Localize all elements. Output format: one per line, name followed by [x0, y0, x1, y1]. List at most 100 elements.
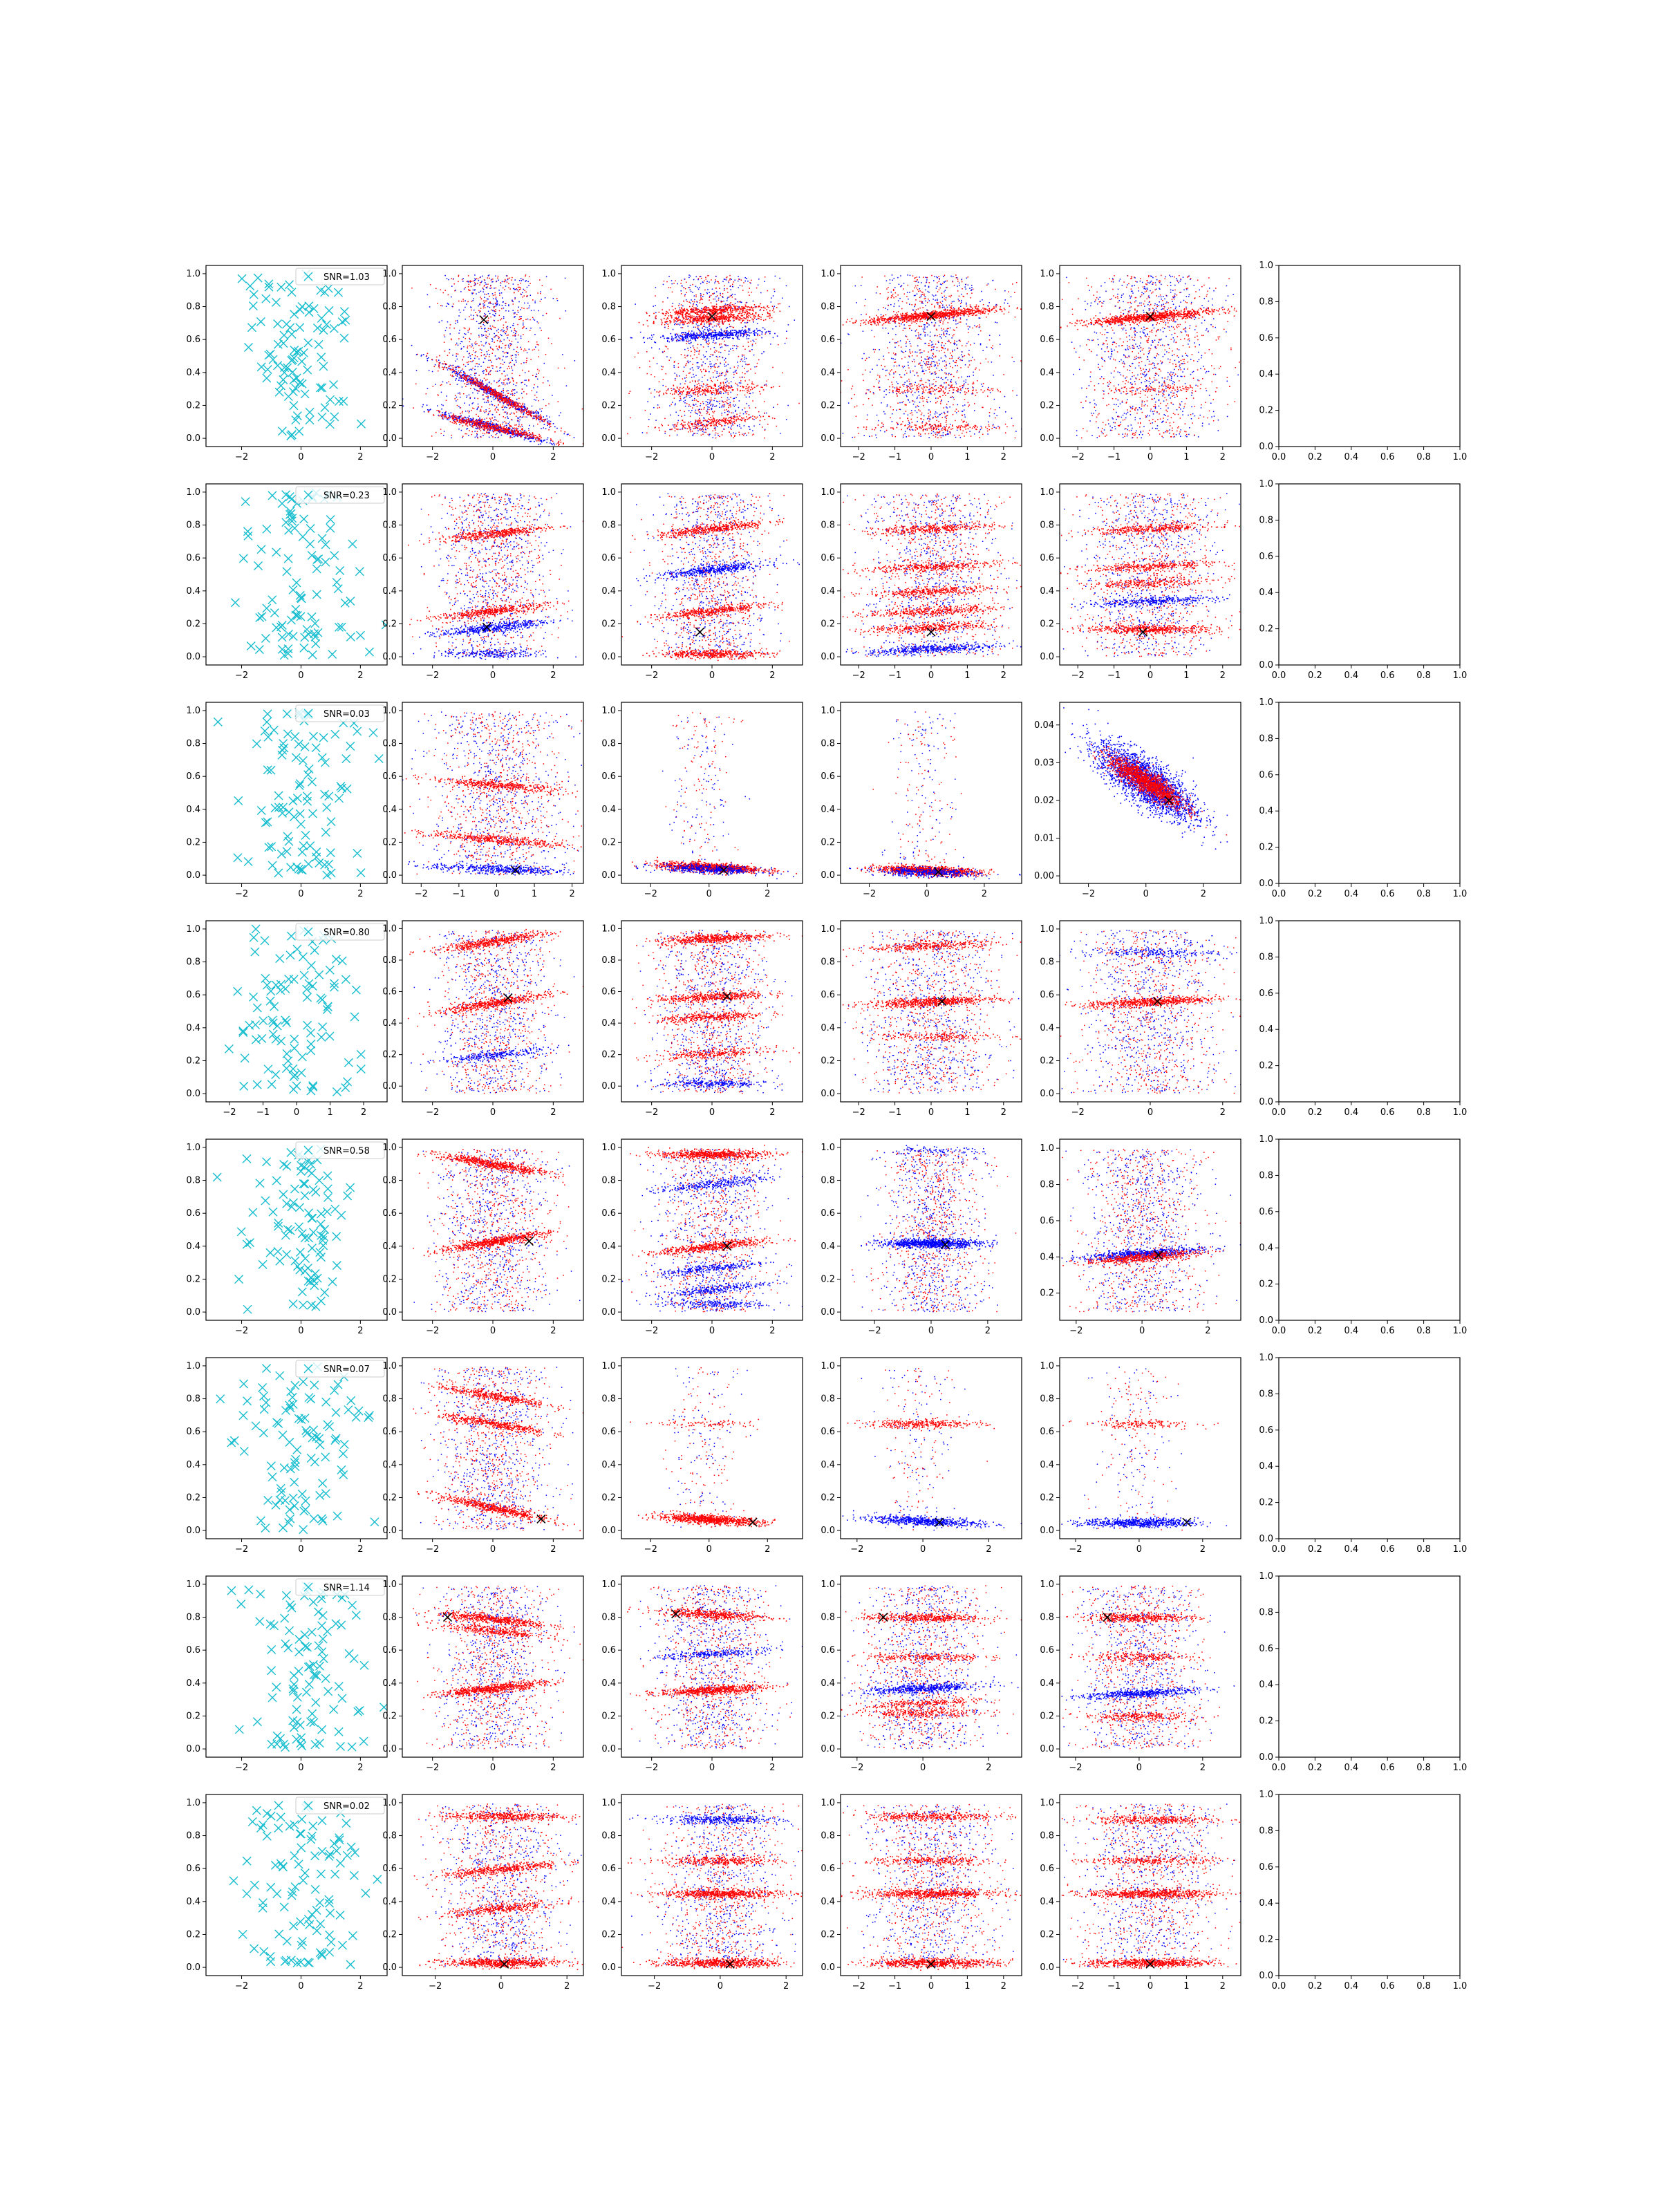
scatter-point: [724, 379, 726, 380]
scatter-point: [516, 357, 517, 358]
scatter-point: [484, 378, 485, 379]
scatter-point: [446, 306, 447, 307]
scatter-point: [730, 406, 731, 408]
scatter-point: [560, 412, 561, 413]
x-marker: [319, 362, 328, 371]
scatter-point: [708, 418, 709, 420]
scatter-point: [478, 426, 480, 427]
scatter-point: [452, 372, 453, 373]
scatter-point: [510, 400, 512, 402]
scatter-point: [672, 402, 673, 403]
scatter-point: [787, 405, 789, 406]
scatter-point: [727, 292, 729, 293]
scatter-point: [695, 380, 696, 382]
scatter-point: [762, 427, 763, 428]
scatter-point: [686, 313, 688, 315]
scatter-point: [635, 303, 636, 305]
scatter-point: [684, 308, 685, 310]
scatter-point: [484, 392, 485, 393]
scatter-point: [456, 397, 458, 398]
scatter-point: [727, 288, 728, 290]
scatter-point: [518, 287, 520, 288]
x-marker: [280, 331, 288, 339]
scatter-point: [487, 277, 489, 279]
scatter-point: [664, 418, 666, 420]
scatter-point: [469, 378, 470, 379]
scatter-point: [700, 425, 702, 427]
scatter-point: [527, 295, 528, 297]
scatter-point: [727, 327, 729, 328]
scatter-point: [709, 296, 711, 297]
scatter-point: [712, 431, 713, 432]
scatter-point: [674, 361, 675, 362]
x-tick-label: 0: [298, 452, 303, 462]
scatter-point: [481, 386, 482, 387]
scatter-point: [446, 367, 447, 368]
scatter-point: [654, 389, 655, 391]
scatter-point: [483, 322, 485, 324]
scatter-point: [480, 387, 481, 388]
scatter-point: [563, 443, 564, 444]
scatter-point: [744, 395, 746, 396]
scatter-point: [700, 413, 702, 414]
scatter-point: [547, 424, 548, 426]
scatter-point: [692, 364, 693, 365]
scatter-point: [520, 309, 521, 310]
scatter-point: [482, 324, 484, 326]
scatter-point: [696, 314, 697, 315]
scatter-point: [693, 303, 695, 305]
scatter-point: [524, 348, 525, 350]
scatter-point: [500, 424, 501, 425]
scatter-point: [570, 449, 572, 450]
scatter-point: [695, 312, 696, 314]
scatter-point: [512, 433, 513, 435]
scatter-point: [514, 402, 516, 403]
scatter-point: [503, 388, 504, 390]
scatter-point: [508, 310, 509, 312]
scatter-point: [485, 301, 486, 302]
plot-area: [238, 270, 366, 440]
scatter-point: [476, 315, 478, 316]
scatter-point: [502, 305, 503, 306]
scatter-point: [697, 366, 698, 368]
scatter-point: [679, 375, 680, 377]
scatter-point: [547, 439, 548, 440]
scatter-point: [422, 404, 424, 406]
scatter-point: [646, 373, 648, 375]
scatter-point: [490, 396, 491, 397]
scatter-point: [722, 405, 723, 406]
y-tick-label: 0.4: [186, 368, 200, 378]
scatter-point: [689, 397, 691, 398]
scatter-point: [709, 403, 711, 404]
scatter-point: [515, 330, 516, 332]
scatter-point: [461, 430, 462, 431]
scatter-point: [444, 413, 445, 414]
scatter-point: [765, 308, 766, 309]
scatter-point: [731, 302, 732, 303]
scatter-point: [687, 312, 688, 313]
scatter-point: [530, 441, 532, 442]
scatter-point: [508, 288, 509, 289]
scatter-point: [434, 366, 435, 367]
scatter-point: [471, 369, 473, 371]
scatter-point: [659, 407, 660, 409]
scatter-point: [462, 435, 464, 437]
scatter-point: [528, 411, 529, 412]
scatter-point: [716, 307, 718, 308]
scatter-point: [480, 276, 482, 278]
scatter-point: [717, 379, 718, 381]
x-marker: [335, 397, 343, 406]
scatter-point: [689, 313, 691, 315]
scatter-point: [530, 359, 532, 360]
scatter-point: [472, 379, 474, 380]
scatter-point: [702, 310, 703, 311]
scatter-point: [691, 412, 692, 413]
scatter-point: [471, 344, 473, 345]
scatter-point: [648, 419, 650, 420]
x-marker: [306, 416, 314, 424]
scatter-point: [777, 404, 778, 405]
scatter-point: [717, 426, 718, 427]
scatter-point: [487, 299, 488, 300]
scatter-point: [505, 347, 506, 348]
scatter-point: [500, 379, 501, 380]
